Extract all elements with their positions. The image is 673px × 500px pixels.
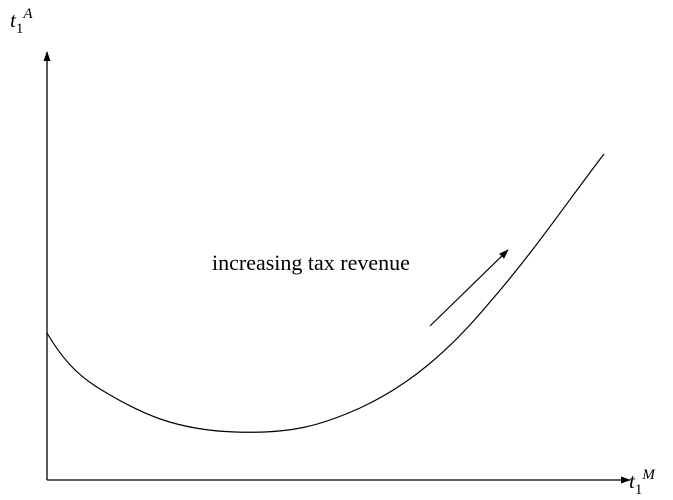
x-axis-label: t1M bbox=[629, 467, 656, 498]
y-axis-label-base: t bbox=[10, 8, 17, 32]
increasing-tax-revenue-label: increasing tax revenue bbox=[212, 250, 410, 275]
y-axis-label: t1A bbox=[10, 6, 33, 37]
x-axis-label-sub: 1 bbox=[635, 482, 643, 498]
x-axis-label-base: t bbox=[629, 469, 636, 493]
direction-arrow bbox=[429, 249, 509, 327]
y-axis-label-sub: 1 bbox=[16, 21, 24, 37]
iso-revenue-curve bbox=[46, 153, 605, 433]
x-axis-label-sup: M bbox=[641, 467, 656, 483]
y-axis-label-sup: A bbox=[22, 6, 33, 22]
